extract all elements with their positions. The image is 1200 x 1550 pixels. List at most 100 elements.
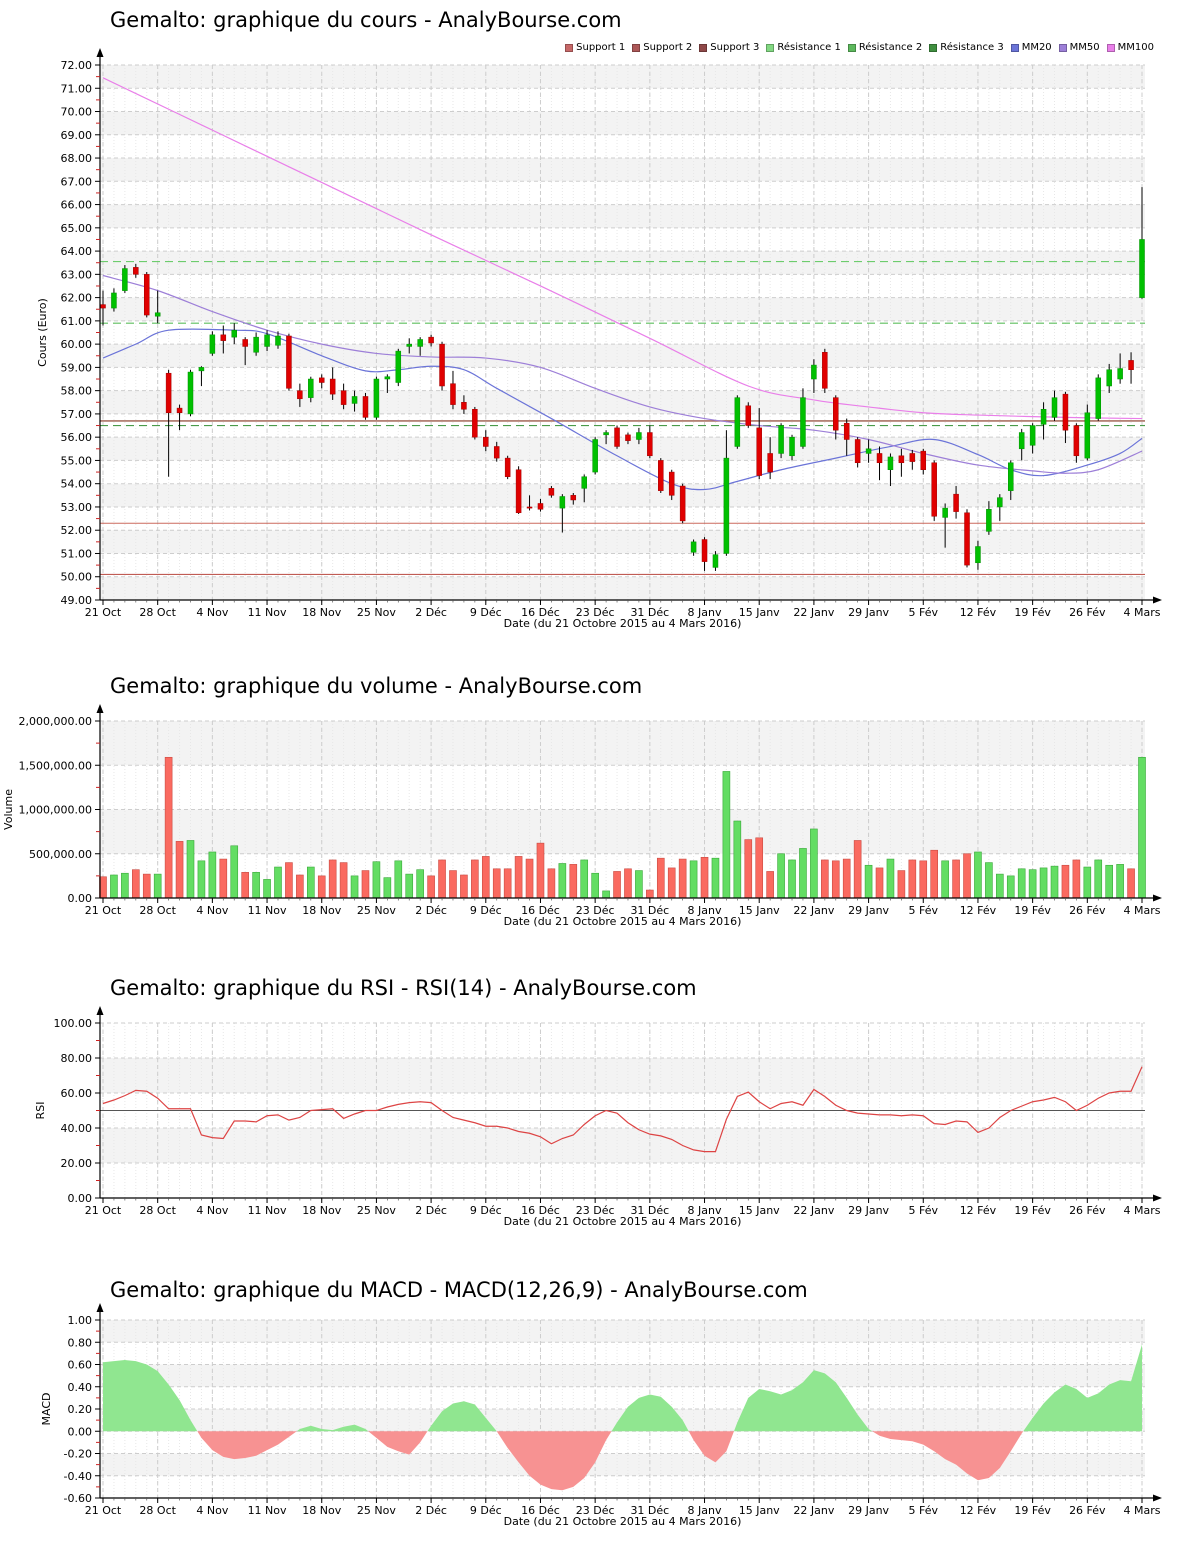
svg-text:1,500,000.00: 1,500,000.00 bbox=[19, 759, 92, 772]
y-axis-label: Cours (Euro) bbox=[36, 298, 49, 367]
svg-text:29 Janv: 29 Janv bbox=[848, 606, 889, 619]
svg-text:28 Oct: 28 Oct bbox=[139, 606, 176, 619]
svg-text:31 Déc: 31 Déc bbox=[630, 1204, 669, 1217]
svg-text:58.00: 58.00 bbox=[61, 385, 93, 398]
svg-text:5 Fév: 5 Fév bbox=[909, 606, 939, 619]
svg-text:2,000,000.00: 2,000,000.00 bbox=[19, 715, 92, 728]
volume-chart-title: Gemalto: graphique du volume - AnalyBour… bbox=[110, 674, 643, 698]
legend-swatch bbox=[1106, 43, 1115, 52]
svg-text:4 Mars: 4 Mars bbox=[1124, 606, 1161, 619]
svg-text:15 Janv: 15 Janv bbox=[739, 1504, 780, 1517]
legend-label: Support 2 bbox=[643, 42, 693, 53]
svg-text:5 Fév: 5 Fév bbox=[909, 1204, 939, 1217]
legend-swatch bbox=[847, 43, 856, 52]
svg-text:0.20: 0.20 bbox=[68, 1403, 93, 1416]
svg-text:16 Déc: 16 Déc bbox=[521, 1504, 560, 1517]
rsi-date-caption: Date (du 21 Octobre 2015 au 4 Mars 2016) bbox=[503, 1215, 742, 1228]
macd-chart: -0.60 -0.40 -0.20 0.00 0.20 0.40 0.60 0.80 1.00 2… bbox=[40, 1303, 1162, 1517]
legend: Support 1 Support 2 Support 3 Résistance 1 R… bbox=[565, 42, 1154, 53]
svg-text:11 Nov: 11 Nov bbox=[248, 904, 287, 917]
svg-text:25 Nov: 25 Nov bbox=[357, 904, 396, 917]
svg-text:28 Oct: 28 Oct bbox=[139, 1504, 176, 1517]
svg-text:0.00: 0.00 bbox=[68, 1192, 93, 1205]
svg-text:19 Fév: 19 Fév bbox=[1014, 1504, 1051, 1517]
macd-date-caption: Date (du 21 Octobre 2015 au 4 Mars 2016) bbox=[503, 1515, 742, 1528]
svg-text:12 Fév: 12 Fév bbox=[960, 1204, 997, 1217]
svg-text:54.00: 54.00 bbox=[61, 478, 93, 491]
svg-text:61.00: 61.00 bbox=[61, 315, 93, 328]
svg-text:29 Janv: 29 Janv bbox=[848, 904, 889, 917]
legend-item-5: Résistance 2 bbox=[847, 42, 923, 53]
svg-text:26 Fév: 26 Fév bbox=[1069, 904, 1106, 917]
svg-text:26 Fév: 26 Fév bbox=[1069, 1204, 1106, 1217]
svg-text:5 Fév: 5 Fév bbox=[909, 1504, 939, 1517]
svg-text:40.00: 40.00 bbox=[61, 1122, 93, 1135]
svg-text:500,000.00: 500,000.00 bbox=[29, 848, 92, 861]
svg-text:4 Nov: 4 Nov bbox=[196, 606, 228, 619]
svg-text:20.00: 20.00 bbox=[61, 1157, 93, 1170]
svg-text:16 Déc: 16 Déc bbox=[521, 1204, 560, 1217]
legend-label: MM50 bbox=[1069, 42, 1100, 53]
rsi-chart-title: Gemalto: graphique du RSI - RSI(14) - An… bbox=[110, 976, 697, 1000]
svg-text:9 Déc: 9 Déc bbox=[470, 1504, 502, 1517]
rsi-chart: 0.00 20.00 40.00 60.00 80.00 100.00 21 Oct 28 O… bbox=[34, 1006, 1162, 1217]
svg-text:18 Nov: 18 Nov bbox=[302, 606, 341, 619]
legend-label: MM20 bbox=[1021, 42, 1052, 53]
legend-item-7: MM20 bbox=[1010, 42, 1052, 53]
svg-text:49.00: 49.00 bbox=[61, 594, 93, 607]
svg-text:15 Janv: 15 Janv bbox=[739, 904, 780, 917]
svg-text:18 Nov: 18 Nov bbox=[302, 1204, 341, 1217]
svg-text:12 Fév: 12 Fév bbox=[960, 904, 997, 917]
legend-label: Support 1 bbox=[576, 42, 626, 53]
legend-swatch bbox=[1058, 43, 1067, 52]
svg-text:59.00: 59.00 bbox=[61, 361, 93, 374]
svg-text:60.00: 60.00 bbox=[61, 1087, 93, 1100]
svg-text:16 Déc: 16 Déc bbox=[521, 904, 560, 917]
legend-swatch bbox=[632, 43, 641, 52]
legend-item-2: Support 2 bbox=[632, 42, 692, 53]
svg-text:18 Nov: 18 Nov bbox=[302, 1504, 341, 1517]
svg-text:9 Déc: 9 Déc bbox=[470, 606, 502, 619]
svg-text:66.00: 66.00 bbox=[61, 199, 93, 212]
svg-text:31 Déc: 31 Déc bbox=[630, 606, 669, 619]
legend-item-8: MM50 bbox=[1058, 42, 1100, 53]
svg-text:63.00: 63.00 bbox=[61, 268, 93, 281]
svg-text:4 Nov: 4 Nov bbox=[196, 1204, 228, 1217]
svg-text:8 Janv: 8 Janv bbox=[688, 1504, 722, 1517]
svg-text:80.00: 80.00 bbox=[61, 1052, 93, 1065]
svg-text:0.00: 0.00 bbox=[68, 892, 93, 905]
legend-label: Résistance 2 bbox=[858, 42, 923, 53]
svg-text:19 Fév: 19 Fév bbox=[1014, 1204, 1051, 1217]
svg-text:1.00: 1.00 bbox=[68, 1314, 93, 1327]
svg-text:2 Déc: 2 Déc bbox=[415, 1204, 447, 1217]
legend-label: Support 3 bbox=[710, 42, 760, 53]
svg-text:16 Déc: 16 Déc bbox=[521, 606, 560, 619]
svg-text:60.00: 60.00 bbox=[61, 338, 93, 351]
legend-item-3: Support 3 bbox=[699, 42, 759, 53]
svg-text:31 Déc: 31 Déc bbox=[630, 1504, 669, 1517]
svg-text:-0.40: -0.40 bbox=[64, 1470, 92, 1483]
svg-text:0.80: 0.80 bbox=[68, 1336, 93, 1349]
svg-text:70.00: 70.00 bbox=[61, 106, 93, 119]
volume-date-caption: Date (du 21 Octobre 2015 au 4 Mars 2016) bbox=[503, 915, 742, 928]
svg-text:23 Déc: 23 Déc bbox=[576, 1504, 615, 1517]
svg-text:22 Janv: 22 Janv bbox=[793, 904, 834, 917]
svg-text:15 Janv: 15 Janv bbox=[739, 606, 780, 619]
y-axis-label: RSI bbox=[34, 1102, 47, 1120]
legend-item-4: Résistance 1 bbox=[766, 42, 841, 53]
svg-text:21 Oct: 21 Oct bbox=[85, 606, 122, 619]
price-date-caption: Date (du 21 Octobre 2015 au 4 Mars 2016) bbox=[503, 617, 742, 630]
svg-text:62.00: 62.00 bbox=[61, 292, 93, 305]
svg-text:26 Fév: 26 Fév bbox=[1069, 1504, 1106, 1517]
macd-chart-title: Gemalto: graphique du MACD - MACD(12,26,… bbox=[110, 1278, 808, 1302]
legend-swatch bbox=[929, 43, 938, 52]
svg-text:72.00: 72.00 bbox=[61, 59, 93, 72]
svg-text:4 Mars: 4 Mars bbox=[1124, 1504, 1161, 1517]
svg-text:50.00: 50.00 bbox=[61, 571, 93, 584]
svg-text:53.00: 53.00 bbox=[61, 501, 93, 514]
svg-text:2 Déc: 2 Déc bbox=[415, 1504, 447, 1517]
y-axis-label: Volume bbox=[2, 789, 15, 830]
legend-label: Résistance 1 bbox=[777, 42, 841, 53]
svg-text:71.00: 71.00 bbox=[61, 82, 93, 95]
